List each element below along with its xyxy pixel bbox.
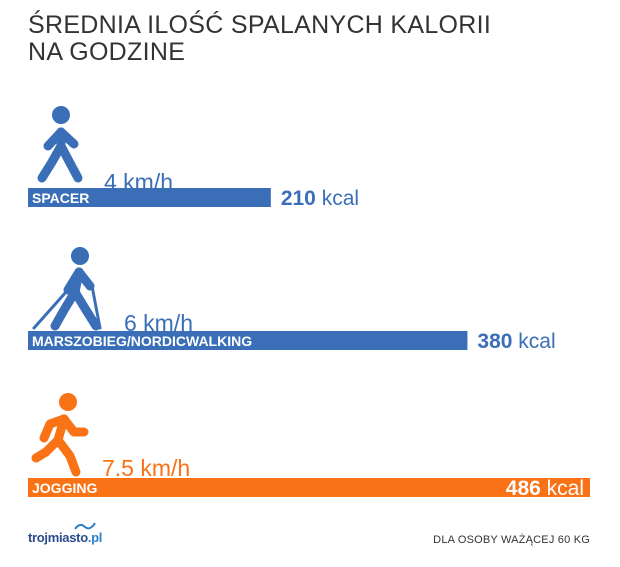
bar-spacer bbox=[28, 188, 271, 207]
weight-note: DLA OSOBY WAŻĄCEJ 60 KG bbox=[433, 534, 590, 546]
chart-title-line-2: NA GODZINE bbox=[28, 38, 186, 66]
value-label: 380 kcal bbox=[477, 330, 555, 353]
category-label: MARSZOBIEG/NORDICWALKING bbox=[32, 333, 252, 349]
bar-jogging bbox=[28, 478, 590, 497]
logo-suffix: .pl bbox=[87, 530, 103, 545]
value-label: 210 kcal bbox=[281, 187, 359, 210]
trojmiasto-logo: trojmiasto.pl bbox=[28, 522, 103, 545]
logo-text: trojmiasto bbox=[28, 530, 88, 545]
nordic-walking-person-icon bbox=[32, 247, 102, 331]
speed-label: 7.5 km/h bbox=[102, 455, 190, 481]
value-label: 486 kcal bbox=[506, 477, 584, 500]
walking-person-icon bbox=[37, 106, 83, 183]
wave-icon bbox=[74, 522, 96, 530]
bar-marszobieg-nordicwalking bbox=[28, 331, 468, 350]
category-label: JOGGING bbox=[32, 480, 97, 496]
chart-title-line-1: ŚREDNIA ILOŚĆ SPALANYCH KALORII bbox=[28, 11, 492, 39]
running-person-icon bbox=[31, 393, 89, 477]
category-label: SPACER bbox=[32, 190, 89, 206]
chart-title: ŚREDNIA ILOŚĆ SPALANYCH KALORII NA GODZI… bbox=[28, 12, 491, 66]
